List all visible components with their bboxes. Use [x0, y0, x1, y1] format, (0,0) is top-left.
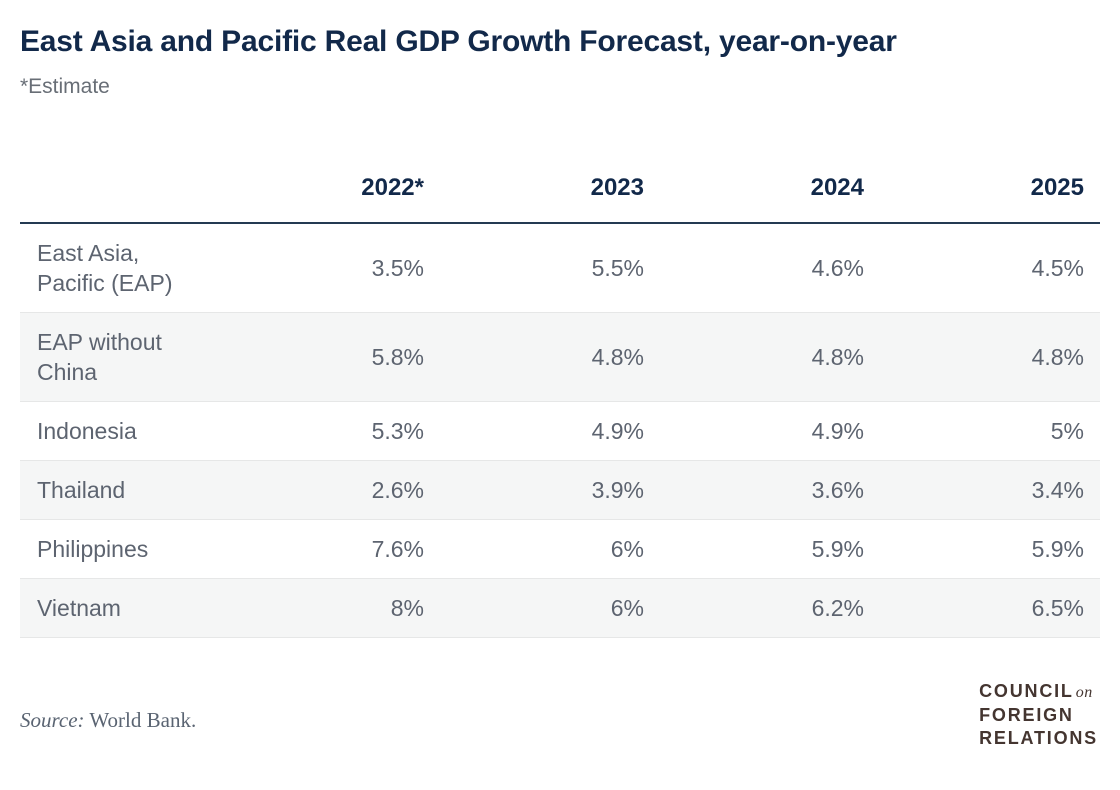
header-row: 2022* 2023 2024 2025 [20, 140, 1100, 224]
cfr-logo: COUNCIL on FOREIGN RELATIONS [979, 680, 1098, 750]
cfr-logo-line-1: COUNCIL on [979, 681, 1093, 701]
cell-value: 4.9% [811, 418, 864, 444]
cell-value: 5% [1050, 418, 1084, 444]
cell-value: 7.6% [371, 536, 424, 562]
source-text: World Bank. [89, 708, 197, 732]
row-label: East Asia, Pacific (EAP) [37, 240, 173, 296]
gdp-forecast-table: 2022* 2023 2024 2025 East Asia, Pacific … [20, 140, 1100, 638]
cell-value: 5.5% [591, 255, 644, 281]
cfr-logo-on: on [1075, 684, 1093, 701]
row-label: EAP without China [37, 329, 162, 385]
cell-value: 5.9% [811, 536, 864, 562]
cell-value: 6.5% [1031, 595, 1084, 621]
row-label: Philippines [37, 536, 149, 562]
page-title: East Asia and Pacific Real GDP Growth Fo… [20, 25, 897, 58]
cfr-logo-line-3: RELATIONS [979, 728, 1098, 748]
cell-value: 2.6% [371, 477, 424, 503]
table-body: East Asia, Pacific (EAP) 3.5% 5.5% 4.6% … [20, 223, 1100, 638]
cell-value: 6% [610, 595, 644, 621]
table-row-vietnam: Vietnam 8% 6% 6.2% 6.5% [20, 578, 1100, 638]
column-header-2023: 2023 [440, 140, 660, 224]
cell-value: 6.2% [811, 595, 864, 621]
table-row-eap: East Asia, Pacific (EAP) 3.5% 5.5% 4.6% … [20, 223, 1100, 313]
table-row-philippines: Philippines 7.6% 6% 5.9% 5.9% [20, 520, 1100, 579]
cell-value: 4.9% [591, 418, 644, 444]
row-label: Indonesia [37, 418, 137, 444]
table-header: 2022* 2023 2024 2025 [20, 140, 1100, 224]
cfr-logo-line-2: FOREIGN [979, 705, 1074, 725]
cell-value: 3.6% [811, 477, 864, 503]
cell-value: 4.8% [811, 344, 864, 370]
column-header-2024: 2024 [660, 140, 880, 224]
cell-value: 4.8% [1031, 344, 1084, 370]
cell-value: 4.6% [811, 255, 864, 281]
estimate-note: *Estimate [20, 75, 110, 98]
source-label: Source: [20, 708, 85, 732]
cell-value: 4.8% [591, 344, 644, 370]
cell-value: 3.4% [1031, 477, 1084, 503]
cell-value: 5.9% [1031, 536, 1084, 562]
table-row-eap-without-china: EAP without China 5.8% 4.8% 4.8% 4.8% [20, 312, 1100, 402]
source-citation: Source: World Bank. [20, 708, 196, 733]
column-header-2025: 2025 [880, 140, 1100, 224]
column-header-2022: 2022* [220, 140, 440, 224]
row-label: Vietnam [37, 595, 121, 621]
cell-value: 5.3% [371, 418, 424, 444]
header-empty-cell [20, 140, 220, 224]
table-row-indonesia: Indonesia 5.3% 4.9% 4.9% 5% [20, 402, 1100, 461]
cell-value: 6% [610, 536, 644, 562]
cell-value: 5.8% [371, 344, 424, 370]
row-label: Thailand [37, 477, 126, 503]
table-row-thailand: Thailand 2.6% 3.9% 3.6% 3.4% [20, 460, 1100, 520]
footer: Source: World Bank. COUNCIL on FOREIGN RE… [20, 680, 1100, 750]
cell-value: 4.5% [1031, 255, 1084, 281]
cell-value: 3.9% [591, 477, 644, 503]
cell-value: 8% [390, 595, 424, 621]
cell-value: 3.5% [371, 255, 424, 281]
